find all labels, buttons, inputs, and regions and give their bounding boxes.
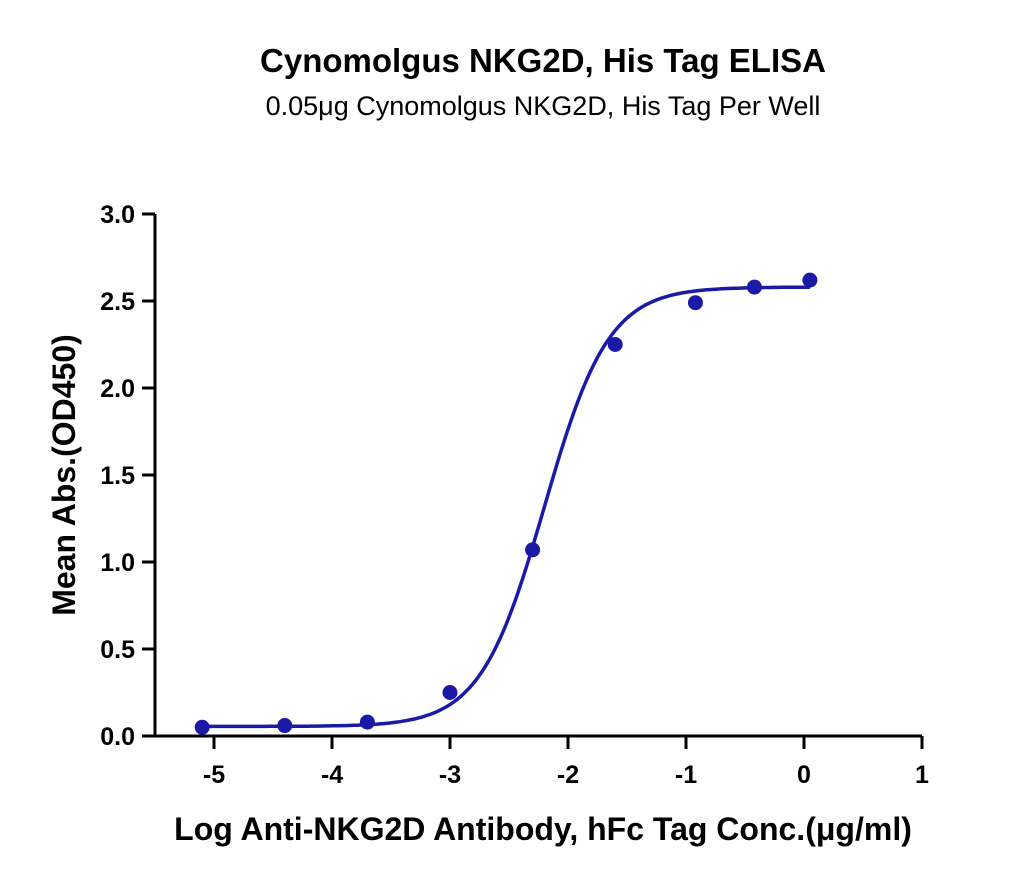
x-tick-label: -4 xyxy=(321,761,343,789)
y-tick-label: 2.0 xyxy=(100,375,135,403)
y-tick-label: 3.0 xyxy=(100,201,135,229)
y-tick-label: 0.0 xyxy=(100,723,135,751)
plot-area xyxy=(194,272,818,735)
x-tick-label: -5 xyxy=(203,761,225,789)
y-axis-label: Mean Abs.(OD450) xyxy=(46,334,82,616)
axes: 0.0 0.5 1.0 1.5 2.0 2.5 3.0 -5 -4 -3 -2 -1 0 1 xyxy=(100,201,929,789)
chart-subtitle: 0.05μg Cynomolgus NKG2D, His Tag Per Wel… xyxy=(266,91,821,121)
data-point xyxy=(746,279,762,295)
x-axis-label: Log Anti-NKG2D Antibody, hFc Tag Conc.(μ… xyxy=(174,811,912,847)
data-point xyxy=(687,295,703,311)
data-point xyxy=(359,714,375,730)
data-point xyxy=(442,685,458,700)
y-tick-label: 1.0 xyxy=(100,549,135,577)
x-tick-label: 1 xyxy=(915,761,929,789)
data-point xyxy=(802,272,818,288)
x-tick-label: 0 xyxy=(797,761,811,789)
data-point xyxy=(277,718,293,734)
data-point xyxy=(194,719,210,735)
y-tick-label: 2.5 xyxy=(100,288,135,316)
x-tick-label: -1 xyxy=(675,761,697,789)
data-point xyxy=(607,337,623,352)
fit-curve xyxy=(202,285,810,729)
chart-title: Cynomolgus NKG2D, His Tag ELISA xyxy=(260,42,826,79)
x-tick-label: -2 xyxy=(557,761,579,789)
x-tick-label: -3 xyxy=(439,761,461,789)
y-tick-label: 1.5 xyxy=(100,462,135,490)
y-tick-label: 0.5 xyxy=(100,636,135,664)
data-point xyxy=(525,542,541,558)
